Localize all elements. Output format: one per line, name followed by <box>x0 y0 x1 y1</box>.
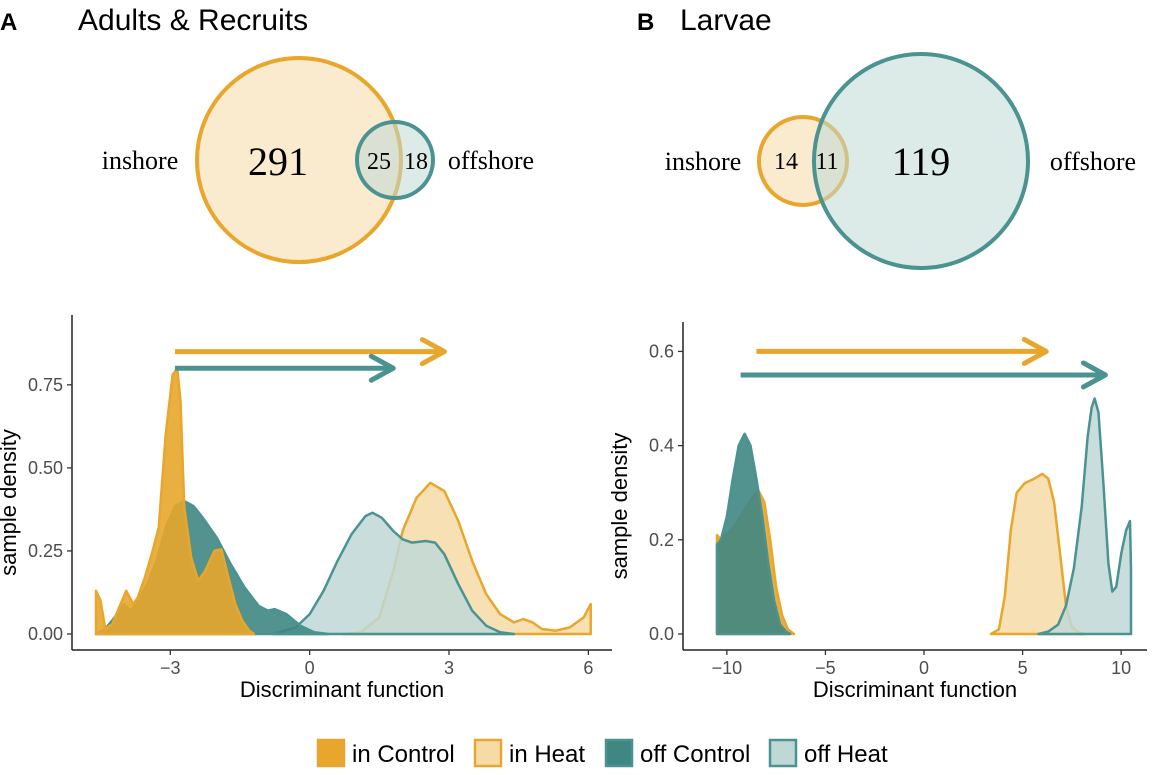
x-tick-label-b: 10 <box>1111 658 1131 678</box>
venn-a-offshore-label: offshore <box>448 146 534 175</box>
venn-b-offshore-circle <box>812 52 1030 270</box>
y-tick-label-a: 0.50 <box>28 458 63 478</box>
venn-b: inshore 14 11 119 offshore <box>665 52 1136 270</box>
y-tick-label-b: 0.2 <box>649 530 674 550</box>
density-plot-b: 0.0 0.2 0.4 0.6 −10 −5 0 5 10 Discriminant functi… <box>607 322 1147 702</box>
legend-swatch-off-heat <box>768 738 798 768</box>
y-tick-label-b: 0.0 <box>649 624 674 644</box>
legend-label-off-control: off Control <box>640 741 750 768</box>
legend-label-in-control: in Control <box>352 741 455 768</box>
venn-a-offshore-count: 18 <box>404 149 428 175</box>
y-tick-label-a: 0.00 <box>28 624 63 644</box>
density-area-a-in-control <box>94 366 256 636</box>
y-tick-label-b: 0.6 <box>649 341 674 361</box>
shift-arrow-head-b-inshore <box>1021 336 1049 366</box>
panel-a-letter: A <box>0 9 17 36</box>
x-tick-label-b: −5 <box>815 658 836 678</box>
x-tick-label-a: 0 <box>305 658 315 678</box>
density-plot-a: 0.00 0.25 0.50 0.75 −3 0 3 6 Discriminant functi… <box>0 315 612 702</box>
y-axis-title-b: sample density <box>607 433 632 580</box>
y-axis-title-a: sample density <box>0 429 21 576</box>
x-tick-label-b: −10 <box>712 658 743 678</box>
legend-label-in-heat: in Heat <box>509 741 585 768</box>
legend-swatch-in-heat <box>473 738 503 768</box>
y-tick-label-b: 0.4 <box>649 436 674 456</box>
shift-arrow-head-a-inshore <box>419 337 447 367</box>
venn-a-overlap-count: 25 <box>367 149 391 175</box>
x-tick-label-b: 0 <box>919 658 929 678</box>
x-tick-label-a: 6 <box>583 658 593 678</box>
density-area-a-off-heat <box>271 511 516 636</box>
venn-b-inshore-label: inshore <box>665 147 742 176</box>
venn-a-offshore-circle <box>355 120 435 200</box>
panel-b-title: Larvae <box>680 4 772 37</box>
y-tick-label-a: 0.75 <box>28 375 63 395</box>
shift-arrow-head-a-offshore <box>368 353 396 383</box>
venn-a: inshore 291 25 18 offshore <box>102 56 534 264</box>
venn-a-inshore-label: inshore <box>102 146 179 175</box>
shift-arrow-head-b-offshore <box>1080 360 1108 390</box>
density-area-b-off-control <box>715 432 792 636</box>
venn-b-overlap-count: 11 <box>815 149 838 175</box>
legend-swatch-off-control <box>604 738 634 768</box>
venn-b-offshore-label: offshore <box>1050 147 1136 176</box>
x-axis-title-a: Discriminant function <box>240 677 444 702</box>
panel-a-title: Adults & Recruits <box>78 4 308 37</box>
venn-a-inshore-count: 291 <box>248 139 308 184</box>
venn-b-inshore-count: 14 <box>774 149 798 175</box>
legend: in Control in Heat off Control off Heat <box>316 738 888 768</box>
x-tick-label-b: 5 <box>1018 658 1028 678</box>
x-axis-title-b: Discriminant function <box>813 677 1017 702</box>
legend-swatch-in-control <box>316 738 346 768</box>
x-tick-label-a: −3 <box>160 658 181 678</box>
venn-b-offshore-count: 119 <box>892 139 951 184</box>
legend-label-off-heat: off Heat <box>804 741 888 768</box>
x-tick-label-a: 3 <box>444 658 454 678</box>
density-area-b-off-heat <box>1037 397 1133 636</box>
y-tick-label-a: 0.25 <box>28 541 63 561</box>
panel-b-letter: B <box>637 9 654 36</box>
